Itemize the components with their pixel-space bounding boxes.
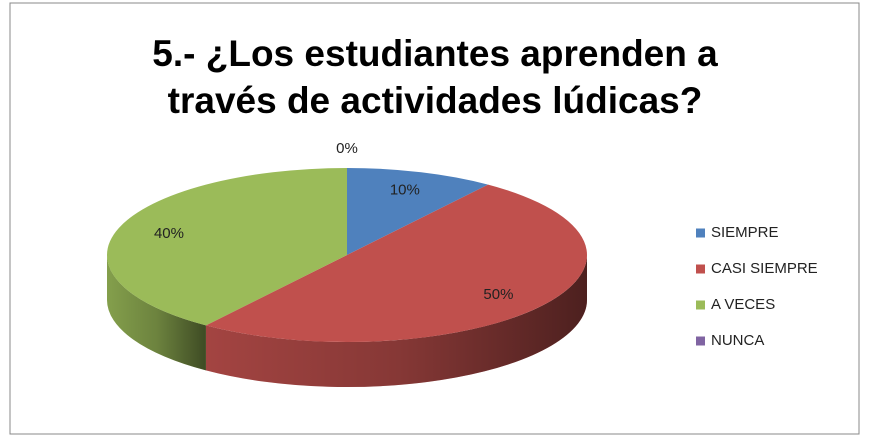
legend-label: NUNCA: [711, 332, 764, 349]
legend-label: A VECES: [711, 296, 775, 313]
data-label: 10%: [390, 181, 420, 198]
chart-title: 5.- ¿Los estudiantes aprenden a través d…: [152, 33, 718, 121]
data-label: 0%: [336, 140, 358, 157]
data-label: 50%: [483, 286, 513, 303]
slice-side-shade: [205, 255, 588, 387]
slice-side-shade: [107, 255, 206, 371]
legend-swatch: [696, 228, 705, 238]
legend-swatch: [696, 300, 705, 310]
slice: [107, 168, 347, 326]
legend-swatch: [696, 336, 705, 346]
legend-swatch: [696, 264, 705, 274]
legend-label: SIEMPRE: [711, 224, 779, 241]
slice: [205, 184, 588, 343]
data-label: 40%: [154, 225, 184, 242]
legend-label: CASI SIEMPRE: [711, 260, 818, 277]
slice: [347, 168, 489, 255]
